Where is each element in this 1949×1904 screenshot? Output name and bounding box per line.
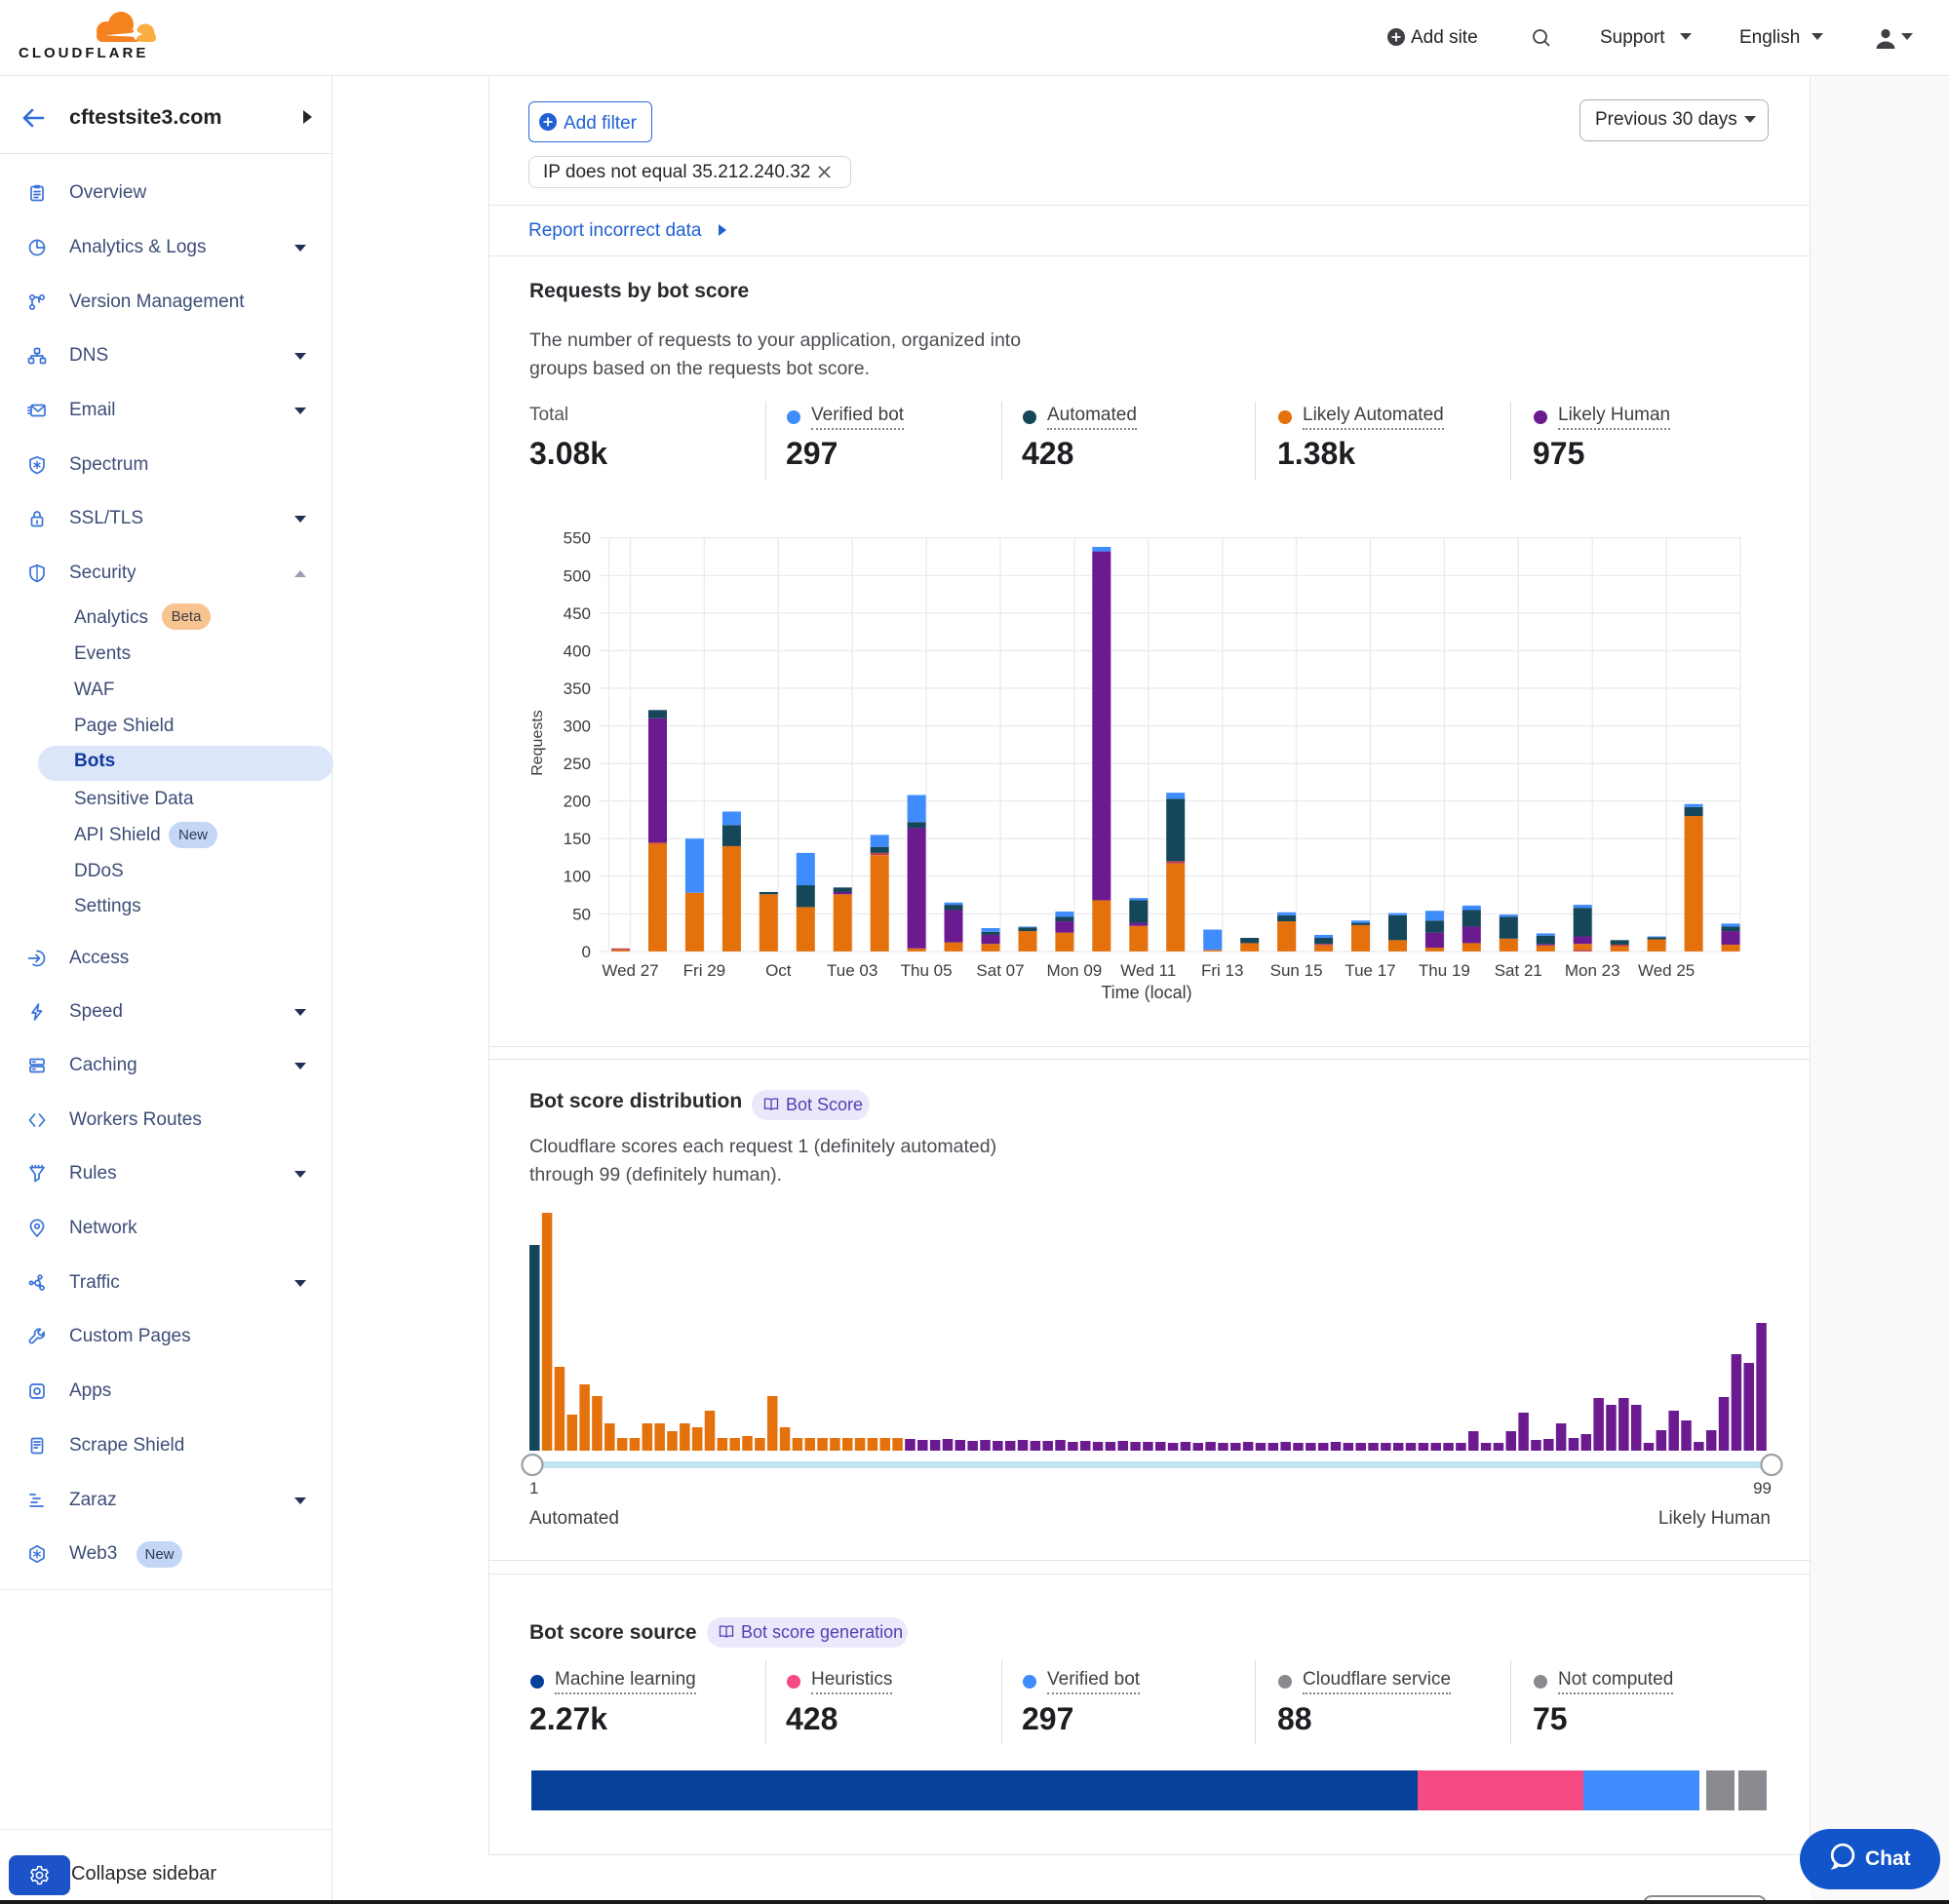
svg-text:350: 350 [564,680,591,698]
svg-text:250: 250 [564,755,591,773]
svg-text:Time (local): Time (local) [1101,983,1191,1002]
svg-text:450: 450 [564,604,591,623]
svg-text:Tue 03: Tue 03 [827,961,877,980]
svg-text:Tue 17: Tue 17 [1345,961,1395,980]
svg-text:Wed 27: Wed 27 [602,961,658,980]
svg-text:Sat 07: Sat 07 [976,961,1024,980]
svg-text:Wed 25: Wed 25 [1638,961,1695,980]
svg-text:Oct: Oct [765,961,792,980]
svg-text:150: 150 [564,830,591,848]
svg-text:Sat 21: Sat 21 [1495,961,1542,980]
svg-text:Thu 19: Thu 19 [1419,961,1470,980]
svg-text:100: 100 [564,868,591,886]
svg-text:300: 300 [564,718,591,736]
svg-text:Sun 15: Sun 15 [1270,961,1323,980]
svg-text:50: 50 [572,905,591,923]
svg-text:Mon 23: Mon 23 [1565,961,1620,980]
svg-text:Fri 13: Fri 13 [1201,961,1243,980]
svg-text:Mon 09: Mon 09 [1047,961,1103,980]
svg-text:500: 500 [564,566,591,585]
svg-text:400: 400 [564,641,591,660]
svg-text:Fri 29: Fri 29 [683,961,725,980]
svg-text:200: 200 [564,793,591,811]
svg-text:Requests: Requests [529,710,546,776]
svg-text:Wed 11: Wed 11 [1120,961,1176,980]
svg-text:0: 0 [582,943,591,961]
svg-text:550: 550 [564,529,591,548]
svg-text:Thu 05: Thu 05 [901,961,953,980]
